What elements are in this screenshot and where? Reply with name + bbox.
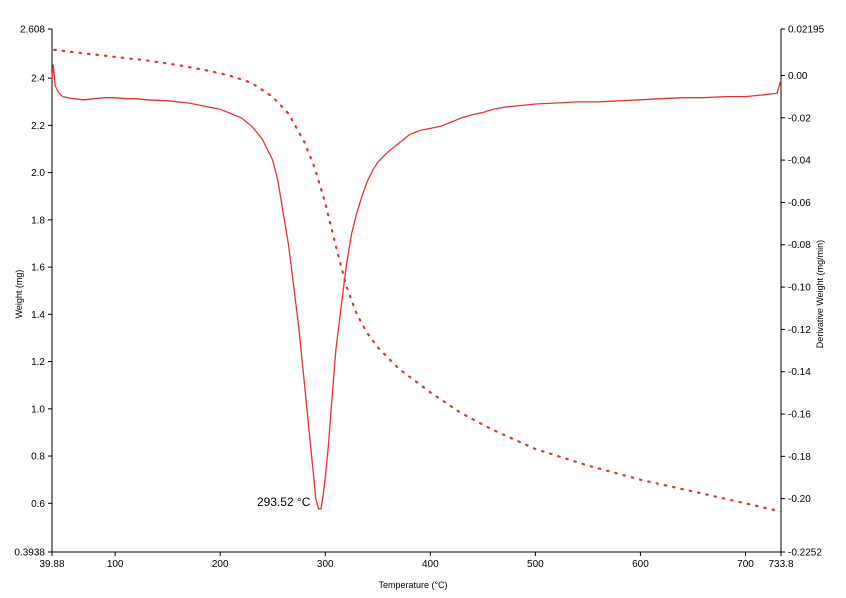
axes — [48, 28, 785, 556]
y-right-tick-label: -0.20 — [788, 494, 811, 505]
series-group — [51, 48, 783, 513]
y-right-tick-label: -0.14 — [788, 367, 811, 378]
y-right-tick-label: -0.18 — [788, 452, 811, 463]
x-tick-label: 600 — [632, 559, 649, 570]
annotations: 293.52 °C — [257, 495, 311, 509]
y-left-tick-label: 1.0 — [31, 404, 45, 415]
y-right-tick-label: -0.2252 — [788, 548, 822, 559]
x-tick-label: 200 — [212, 559, 229, 570]
derivative-weight-curve — [51, 64, 782, 510]
tick-labels: 39.88 100 200 300 400 500 600 700 733.8 2.608 2.4 2… — [14, 25, 824, 571]
y-left-axis-title: Weight (mg) — [14, 270, 24, 319]
y-left-tick-label: 2.4 — [31, 74, 45, 85]
y-left-tick-label: 1.2 — [31, 357, 45, 368]
y-right-tick-label: 0.00 — [788, 71, 808, 82]
y-right-tick-label: 0.02195 — [788, 25, 825, 36]
weight-curve — [53, 48, 783, 513]
x-tick-label: 733.8 — [768, 559, 793, 570]
peak-annotation: 293.52 °C — [257, 495, 311, 509]
y-right-tick-label: -0.10 — [788, 283, 811, 294]
y-right-tick-label: -0.16 — [788, 410, 811, 421]
y-right-tick-label: -0.12 — [788, 325, 811, 336]
x-tick-label: 700 — [737, 559, 754, 570]
x-tick-label: 100 — [107, 559, 124, 570]
y-right-tick-label: -0.02 — [788, 113, 811, 124]
x-tick-label: 500 — [527, 559, 544, 570]
y-left-tick-label: 2.608 — [20, 25, 45, 36]
y-left-tick-label: 1.6 — [31, 263, 45, 274]
y-left-tick-label: 2.2 — [31, 121, 45, 132]
y-right-axis-title: Derivative Weight (mg/min) — [815, 240, 825, 348]
x-tick-label: 300 — [317, 559, 334, 570]
y-right-tick-label: -0.08 — [788, 240, 811, 251]
y-left-tick-label: 0.6 — [31, 499, 45, 510]
y-right-tick-label: -0.04 — [788, 156, 811, 167]
y-left-tick-label: 0.3938 — [14, 548, 45, 559]
x-tick-label: 400 — [422, 559, 439, 570]
y-left-tick-label: 0.8 — [31, 452, 45, 463]
y-left-tick-label: 2.0 — [31, 168, 45, 179]
y-left-tick-label: 1.4 — [31, 310, 45, 321]
x-axis-title: Temperature (°C) — [378, 580, 447, 590]
y-left-tick-label: 1.8 — [31, 215, 45, 226]
x-tick-label: 39.88 — [39, 559, 64, 570]
y-right-tick-label: -0.06 — [788, 198, 811, 209]
